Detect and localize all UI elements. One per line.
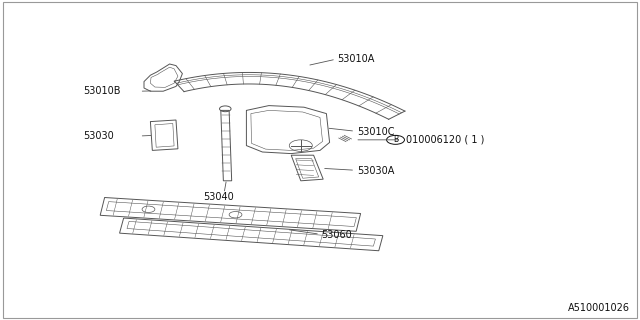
Text: 53030A: 53030A [357,166,394,176]
Text: 53060: 53060 [321,230,352,240]
Text: A510001026: A510001026 [568,303,630,313]
Text: B: B [393,135,398,144]
Text: 53030: 53030 [83,131,114,141]
Text: 53010A: 53010A [337,53,374,64]
Text: 53010C: 53010C [357,127,395,137]
Text: 53010B: 53010B [83,86,121,96]
Text: 010006120 ( 1 ): 010006120 ( 1 ) [406,135,484,145]
Text: 53040: 53040 [204,192,234,202]
